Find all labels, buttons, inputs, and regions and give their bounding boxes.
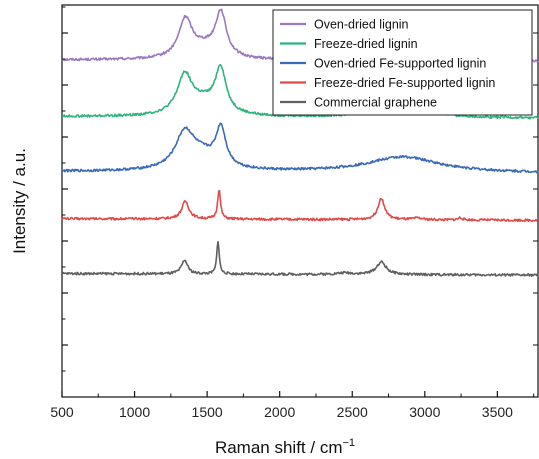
legend-entry: Oven-dried lignin xyxy=(314,18,409,32)
legend-entry: Freeze-dried lignin xyxy=(314,37,418,51)
y-axis-ticks xyxy=(62,6,538,372)
x-axis-ticks: 500 1000 1500 2000 2500 3000 3500 xyxy=(50,391,535,420)
series-line-commercial-graphene xyxy=(61,240,539,277)
series-line-oven-dried-fe-supported-lignin xyxy=(61,122,539,174)
series-line-freeze-dried-lignin xyxy=(61,63,539,120)
legend-box xyxy=(272,9,533,116)
series-line-freeze-dried-fe-supported-lignin xyxy=(61,189,539,223)
y-axis-title: Intensity / a.u. xyxy=(10,148,29,254)
legend: Oven-dried lignin Freeze-dried lignin Oven… xyxy=(272,9,533,116)
x-tick-label: 1500 xyxy=(192,404,223,420)
x-tick-label: 3000 xyxy=(409,404,440,420)
x-axis-title: Raman shift / cm−1 xyxy=(215,437,355,457)
x-tick-label: 2500 xyxy=(337,404,368,420)
x-tick-label: 500 xyxy=(50,404,74,420)
plot-frame xyxy=(61,4,539,398)
x-tick-label: 1000 xyxy=(119,404,150,420)
x-axis-title-superscript: −1 xyxy=(343,437,356,449)
x-tick-label: 3500 xyxy=(482,404,513,420)
x-tick-label: 2000 xyxy=(264,404,295,420)
legend-entry: Commercial graphene xyxy=(314,96,437,110)
legend-entry: Freeze-dried Fe-supported lignin xyxy=(314,76,495,90)
legend-entry: Oven-dried Fe-supported lignin xyxy=(314,57,486,71)
